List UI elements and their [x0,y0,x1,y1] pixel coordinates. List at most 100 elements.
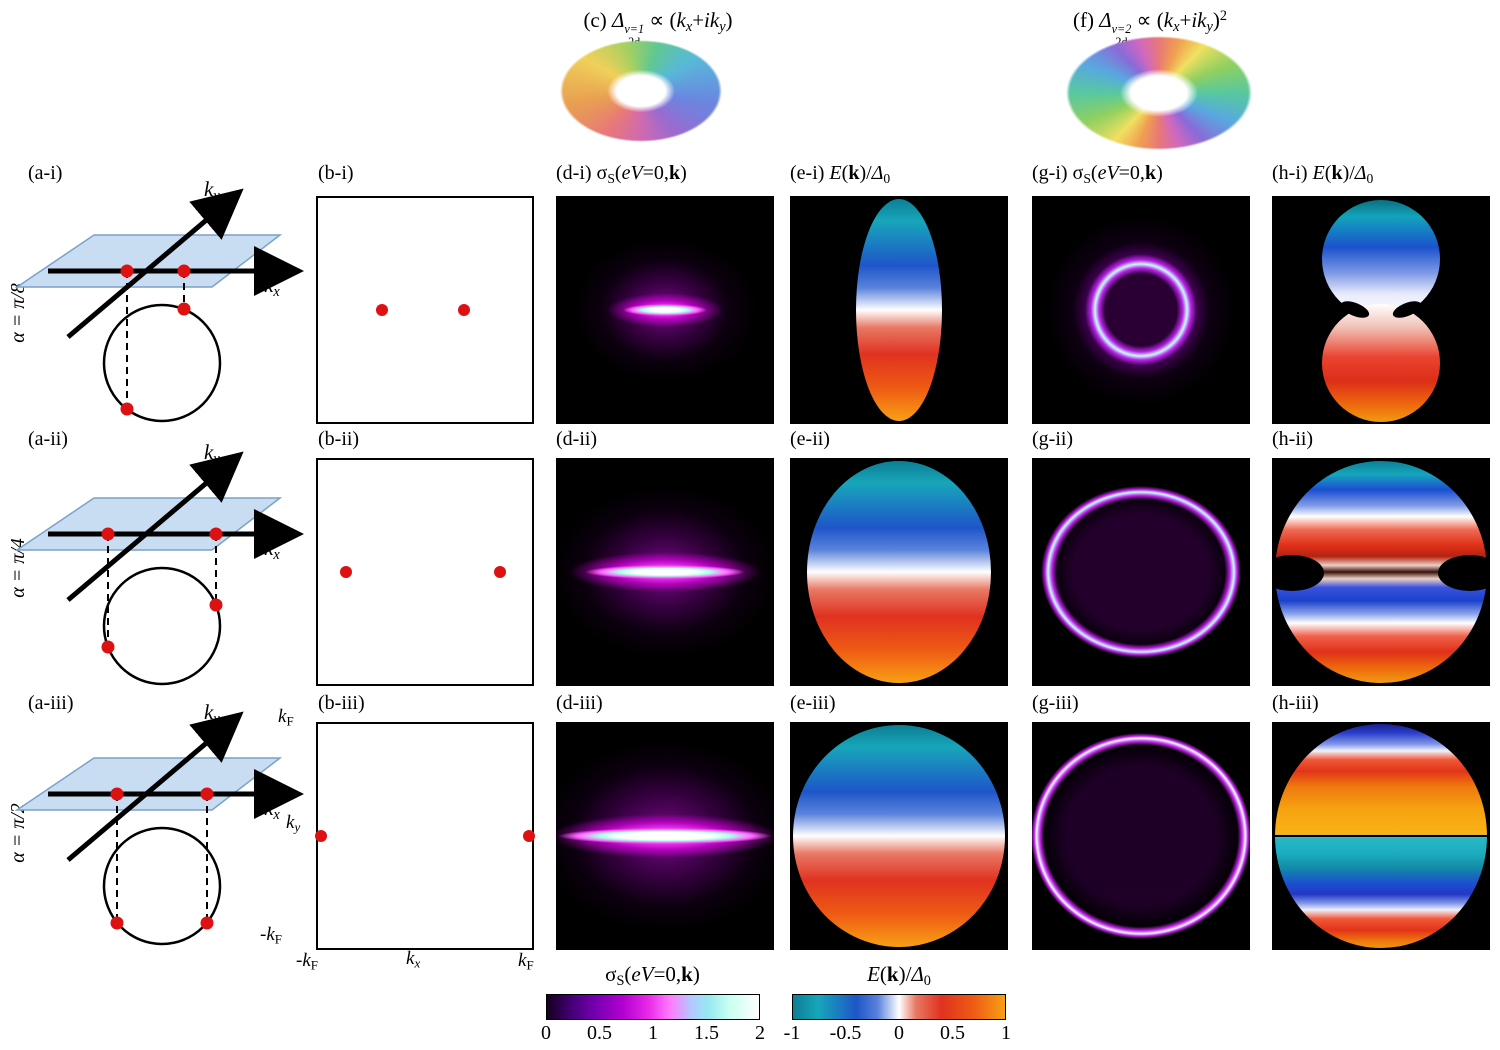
kx-axis-label: kx [264,273,280,300]
node-dot [200,916,214,930]
tick: 0 [894,1022,904,1044]
panel-f-title: (f) Δν=22d ∝ (kx+iky)2 [1073,8,1227,48]
label-e-iii: (e-iii) [790,692,836,714]
label-g-iii: (g-iii) [1032,692,1079,714]
colorbar-energy [792,994,1006,1020]
node-dot [177,302,191,316]
label-g-i: (g-i) σS(eV=0,k) [1032,162,1163,186]
node-dot [101,640,115,654]
fermi-circle [102,566,222,686]
tick: 1.5 [694,1022,719,1044]
ky-axis-label: ky [204,177,220,204]
label-d-iii: (d-iii) [556,692,603,714]
schematic-a-iii-svg [14,711,304,946]
b-axis-negkf-left: -kF [260,924,282,947]
b-axis-kx-label: kx [406,948,421,971]
label-d-ii: (d-ii) [556,428,598,450]
panel-g-i-conductance-ring [1032,196,1250,424]
panel-g-ii-conductance-ring [1032,458,1250,686]
red-node-dot [339,566,352,578]
schematic-a-ii-svg [14,451,304,686]
gap-function-torus-nu1 [560,40,722,142]
label-e-i: (e-i) E(k)/Δ0 [790,162,891,186]
tick: 0.5 [587,1022,612,1044]
node-dot [120,402,134,416]
node-dot [200,787,214,801]
schematic-a-iii: ky kx [12,700,312,963]
tick: 1 [648,1022,658,1044]
b-axis-negkf-bottom: -kF [296,950,318,973]
node-dot [120,264,134,278]
panel-d-iii-conductance-map [556,722,774,950]
k-plane [14,757,283,811]
energy-lobe-top [1322,200,1440,318]
ky-axis-label: ky [204,440,220,467]
node-dot [110,787,124,801]
colorbar-sigma-title: σS(eV=0,k) [605,962,700,989]
tick: 1 [1001,1022,1011,1044]
energy-ellipse [807,461,991,683]
tick: -1 [783,1022,801,1044]
panel-h-ii-energy-map [1272,458,1490,686]
schematic-a-ii: ky kx [12,440,312,703]
nodal-eye-right [1438,555,1490,591]
k-plane [14,234,283,288]
kx-axis-label: kx [264,796,280,823]
node-dot [209,527,223,541]
label-a-iii: (a-iii) [28,692,74,714]
panel-b-iii [315,722,535,950]
tick: -0.5 [829,1022,862,1044]
node-dot [209,598,223,612]
b-axis-kf-top: kF [278,706,294,729]
energy-ellipse [793,725,1005,947]
red-node-dot [522,830,535,842]
node-dot [101,527,115,541]
panel-d-i-conductance-map [556,196,774,424]
colorbar-sigma [546,994,760,1020]
panel-b-i [316,196,534,424]
energy-ellipse [856,199,942,421]
b-axis-ky-label: ky [286,812,301,835]
gap-function-torus-nu2 [1066,36,1252,150]
panel-e-i-energy-map [790,196,1008,424]
panel-e-ii-energy-map [790,458,1008,686]
tick: 0.5 [940,1022,965,1044]
schematic-a-i-svg [14,188,304,423]
label-a-i: (a-i) [28,162,63,184]
label-a-ii: (a-ii) [28,428,68,450]
label-g-ii: (g-ii) [1032,428,1074,450]
ky-axis-arrow [66,188,244,339]
ky-axis-arrow [66,711,244,862]
label-b-i: (b-i) [318,162,354,184]
panel-h-iii-energy-map [1272,722,1490,950]
red-node-dot [315,830,328,842]
equator-line [1272,835,1490,837]
panel-g-iii-conductance-ring [1032,722,1250,950]
colorbar-energy-title: E(k)/Δ0 [867,962,931,989]
fermi-circle [102,826,222,946]
colorbar-sigma-ticks: 0 0.5 1 1.5 2 [524,1022,782,1045]
ky-axis-arrow [66,451,244,602]
label-h-iii: (h-iii) [1272,692,1319,714]
label-d-i: (d-i) σS(eV=0,k) [556,162,687,186]
panel-e-iii-energy-map [790,722,1008,950]
ky-axis-label: ky [204,700,220,727]
red-node-dot [457,304,470,316]
kx-axis-label: kx [264,536,280,563]
panel-d-ii-conductance-map [556,458,774,686]
label-b-ii: (b-ii) [318,428,360,450]
node-dot [110,916,124,930]
tick: 0 [541,1022,551,1044]
node-dot [177,264,191,278]
schematic-a-i: ky kx [12,177,312,440]
energy-lobe-bottom [1322,304,1440,422]
b-axis-kf-bottom: kF [518,950,534,973]
nodal-eye-left [1272,555,1324,591]
panel-b-ii [316,458,534,686]
tick: 2 [755,1022,765,1044]
label-h-i: (h-i) E(k)/Δ0 [1272,162,1374,186]
label-e-ii: (e-ii) [790,428,830,450]
red-node-dot [376,304,389,316]
red-node-dot [493,566,506,578]
